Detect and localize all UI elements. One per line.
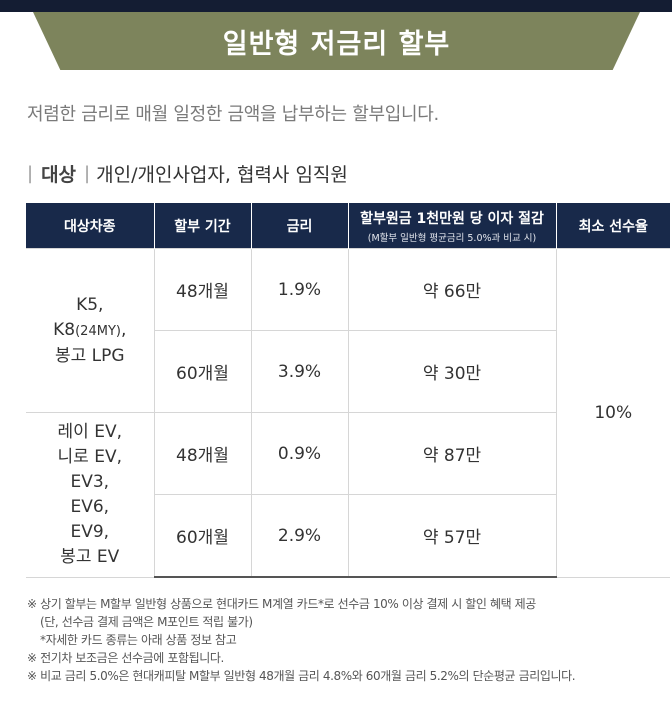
table-row: 60개월 2.9% 약 57만 bbox=[26, 494, 670, 578]
target-divider-2: | bbox=[84, 163, 91, 184]
description: 저렴한 금리로 매월 일정한 금액을 납부하는 할부입니다. bbox=[27, 104, 439, 125]
footnote: *자세한 카드 종류는 아래 상품 정보 참고 bbox=[40, 633, 237, 647]
saving-cell: 약 66만 bbox=[347, 248, 557, 331]
model-separator: , bbox=[120, 319, 127, 340]
rate-cell: 1.9% bbox=[250, 248, 349, 331]
term-cell: 60개월 bbox=[153, 330, 252, 413]
model-name: K8 bbox=[53, 319, 76, 340]
header-saving: 할부원금 1천만원 당 이자 절감 (M할부 일반형 평균금리 5.0%과 비교… bbox=[347, 203, 556, 249]
footnote: ※ 상기 할부는 M할부 일반형 상품으로 현대카드 M계열 카드*로 선수금 … bbox=[27, 597, 536, 611]
banner-title: 일반형 저금리 할부 bbox=[222, 28, 451, 60]
footnote: ※ 전기차 보조금은 선수금에 포함됩니다. bbox=[27, 651, 224, 665]
table-row: K5, K8(24MY), 봉고 LPG 48개월 1.9% 약 66만 10% bbox=[26, 248, 670, 578]
header-min-payment: 최소 선수율 bbox=[555, 203, 670, 249]
table-row: 60개월 3.9% 약 30만 bbox=[26, 330, 670, 413]
model-group-2: 레이 EV, 니로 EV, EV3, EV6, EV9, 봉고 EV bbox=[26, 412, 155, 578]
target-divider: | bbox=[27, 163, 34, 184]
model-name: 레이 EV, bbox=[57, 421, 122, 442]
saving-cell: 약 30만 bbox=[347, 330, 557, 413]
model-group-1: K5, K8(24MY), 봉고 LPG bbox=[26, 248, 155, 413]
header-saving-sub: (M할부 일반형 평균금리 5.0%과 비교 시) bbox=[367, 232, 537, 244]
target-value: 개인/개인사업자, 협력사 임직원 bbox=[96, 164, 348, 186]
model-name: EV3, bbox=[70, 471, 110, 492]
header-term: 할부 기간 bbox=[153, 203, 251, 249]
target-row: | 대상 | 개인/개인사업자, 협력사 임직원 bbox=[27, 160, 348, 187]
model-name: 봉고 LPG bbox=[54, 345, 125, 366]
rate-cell: 0.9% bbox=[250, 412, 349, 495]
saving-cell: 약 87만 bbox=[347, 412, 557, 495]
footnote: ※ 비교 금리 5.0%은 현대캐피탈 M할부 일반형 48개월 금리 4.8%… bbox=[27, 669, 576, 683]
table-header-row: 대상차종 할부 기간 금리 할부원금 1천만원 당 이자 절감 (M할부 일반형… bbox=[26, 203, 670, 249]
term-cell: 48개월 bbox=[153, 248, 252, 331]
saving-cell: 약 57만 bbox=[347, 494, 557, 578]
term-cell: 48개월 bbox=[153, 412, 252, 495]
header-rate: 금리 bbox=[250, 203, 348, 249]
rate-table: 대상차종 할부 기간 금리 할부원금 1천만원 당 이자 절감 (M할부 일반형… bbox=[26, 203, 670, 578]
model-name: K5, bbox=[76, 294, 104, 315]
rate-cell: 2.9% bbox=[250, 494, 349, 578]
min-payment-cell: 10% bbox=[555, 248, 670, 578]
target-label: 대상 bbox=[41, 164, 77, 186]
title-banner: 일반형 저금리 할부 bbox=[33, 12, 640, 70]
model-year-tag: (24MY) bbox=[75, 323, 121, 339]
footnote: (단, 선수금 결제 금액은 M포인트 적립 불가) bbox=[40, 615, 253, 629]
model-name: 니로 EV, bbox=[57, 446, 122, 467]
header-model: 대상차종 bbox=[26, 203, 154, 249]
model-name: EV9, bbox=[70, 521, 110, 542]
top-strip bbox=[0, 0, 672, 12]
header-saving-main: 할부원금 1천만원 당 이자 절감 bbox=[360, 210, 544, 227]
footnotes: ※ 상기 할부는 M할부 일반형 상품으로 현대카드 M계열 카드*로 선수금 … bbox=[27, 595, 667, 685]
model-name: 봉고 EV bbox=[60, 546, 120, 567]
model-name: EV6, bbox=[70, 496, 110, 517]
rate-cell: 3.9% bbox=[250, 330, 349, 413]
table-row: 레이 EV, 니로 EV, EV3, EV6, EV9, 봉고 EV 48개월 … bbox=[26, 412, 670, 578]
term-cell: 60개월 bbox=[153, 494, 252, 578]
